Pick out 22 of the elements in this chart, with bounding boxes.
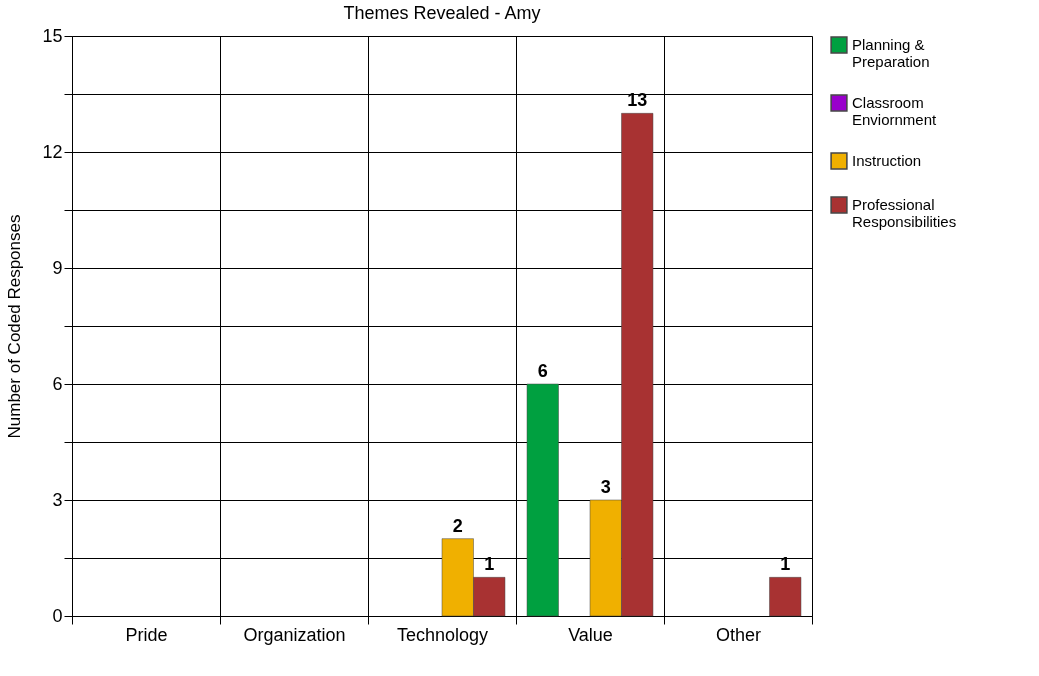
legend-label: Classroom Enviornment <box>852 94 938 128</box>
bar <box>769 577 802 617</box>
chart-title: Themes Revealed - Amy <box>343 3 541 23</box>
legend-label: Professional Responsibilities <box>852 196 957 230</box>
legend-label: Planning & Preparation <box>852 36 930 70</box>
y-tick-label: 9 <box>52 257 63 278</box>
y-tick-label: 15 <box>42 25 63 46</box>
y-tick-label: 6 <box>52 373 63 394</box>
x-tick-label: Pride <box>125 624 168 645</box>
bar <box>526 383 559 617</box>
x-tick-label: Organization <box>243 624 346 645</box>
data-label: 2 <box>452 515 463 536</box>
y-tick-label: 0 <box>52 605 63 626</box>
x-tick-label: Other <box>715 624 762 645</box>
data-label: 6 <box>537 361 548 381</box>
data-label: 3 <box>600 477 611 497</box>
y-tick-label: 12 <box>42 141 63 162</box>
x-tick-label: Technology <box>396 624 489 645</box>
y-axis-title: Number of Coded Responses <box>5 214 25 439</box>
y-tick-label: 3 <box>52 489 63 510</box>
legend-label: Instruction <box>852 152 922 169</box>
x-tick-label: Value <box>568 624 613 645</box>
